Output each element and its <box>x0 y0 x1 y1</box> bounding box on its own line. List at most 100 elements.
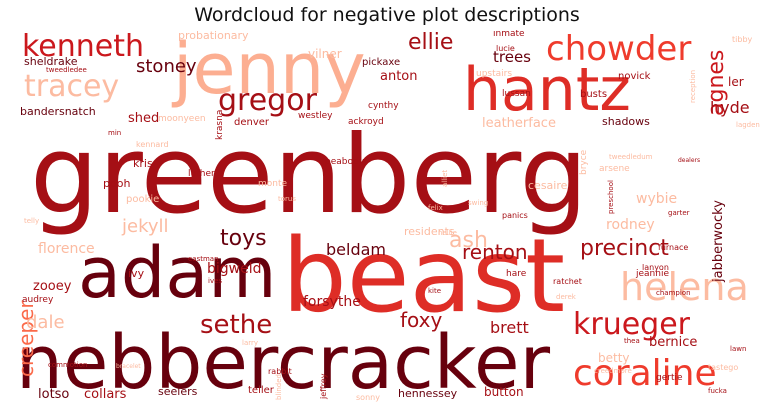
cloud-word: swing <box>468 199 489 207</box>
cloud-word: wybie <box>636 191 678 207</box>
cloud-word: rodney <box>606 217 655 233</box>
cloud-word: bandersnatch <box>20 105 96 118</box>
cloud-word: hennessey <box>398 387 458 400</box>
cloud-word: kite <box>428 287 442 295</box>
cloud-word: krueger <box>573 307 691 342</box>
cloud-word: hyde <box>710 98 750 117</box>
cloud-word: alliet <box>441 169 449 187</box>
cloud-word: beast <box>282 217 566 336</box>
cloud-word: telly <box>24 217 40 225</box>
cloud-word: vilner <box>308 47 342 61</box>
cloud-word: larry <box>242 339 259 347</box>
cloud-word: teller <box>248 385 274 396</box>
cloud-word: button <box>484 385 524 399</box>
cloud-word: monte <box>258 179 288 189</box>
cloud-word: lussan <box>502 89 531 99</box>
cloud-word: cynthy <box>368 101 399 111</box>
cloud-word: tweedledee <box>46 66 87 74</box>
cloud-word: zooey <box>33 279 72 294</box>
cloud-word: shed <box>128 111 160 126</box>
cloud-word: jekyll <box>122 216 169 237</box>
cloud-word: audrey <box>22 295 54 305</box>
cloud-word: renton <box>462 240 528 264</box>
cloud-word: ash <box>449 228 488 253</box>
cloud-word: anton <box>380 69 418 84</box>
wordcloud-canvas: greenberg beast nebbercracker jenny adam hant… <box>8 30 766 406</box>
cloud-word: luther <box>188 169 215 179</box>
cloud-word: kris <box>133 157 153 170</box>
cloud-word: adam <box>78 232 277 314</box>
cloud-word: sonny <box>356 393 380 402</box>
cloud-word: hare <box>506 269 527 279</box>
cloud-word: ivy <box>128 267 145 280</box>
cloud-word: jenny <box>173 30 366 110</box>
cloud-word: probationary <box>178 30 249 42</box>
cloud-word: krasna <box>215 109 225 140</box>
cloud-word: blinded <box>275 374 283 400</box>
cloud-word: westley <box>298 111 333 121</box>
cloud-word: shadows <box>602 115 650 128</box>
cloud-word: ellie <box>408 30 454 55</box>
cloud-word: ives <box>208 277 223 285</box>
cloud-word: coraline <box>573 353 717 394</box>
cloud-word: brett <box>490 318 529 337</box>
cloud-word: toys <box>220 226 267 251</box>
cloud-word: novick <box>618 71 651 82</box>
chart-title: Wordcloud for negative plot descriptions <box>194 4 580 26</box>
cloud-word: dale <box>26 312 65 333</box>
cloud-word: bryce <box>579 149 589 175</box>
cloud-word: furnace <box>658 243 689 252</box>
cloud-word: ratchet <box>553 277 582 286</box>
cloud-word: lanyon <box>642 263 669 272</box>
cloud-word: jeffrey <box>319 373 328 399</box>
cloud-word: tibby <box>732 35 753 44</box>
cloud-word: lagden <box>736 121 760 129</box>
cloud-word: creedmore <box>594 367 632 375</box>
cloud-word: inmate <box>493 30 525 39</box>
cloud-word: leatherface <box>482 116 556 131</box>
cloud-word: champion <box>656 289 691 297</box>
cloud-word: preschool <box>607 180 615 214</box>
cloud-word: felix <box>428 204 443 212</box>
cloud-word: trees <box>493 48 531 66</box>
cloud-word: florence <box>38 241 95 257</box>
cloud-word: chowder <box>546 30 692 69</box>
cloud-word: lotso <box>38 387 70 402</box>
cloud-word: hantz <box>463 55 631 125</box>
cloud-word: dealers <box>678 157 701 164</box>
cloud-word: fucka <box>708 387 727 395</box>
cloud-word: residents <box>404 225 455 238</box>
cloud-word: bernice <box>649 335 698 350</box>
cloud-word: panics <box>502 211 528 220</box>
cloud-word: garter <box>668 209 690 217</box>
cloud-word: upstairs <box>476 69 513 79</box>
cloud-word: denver <box>234 117 270 128</box>
cloud-word: ler <box>728 75 744 89</box>
cloud-word: tracey <box>24 69 120 104</box>
cloud-word: peabody <box>325 157 365 167</box>
cloud-word: pookie <box>126 194 160 205</box>
cloud-word: tastego <box>708 363 739 372</box>
cloud-word: lawn <box>730 345 747 353</box>
cloud-word: torus <box>278 195 296 203</box>
cloud-word: arsene <box>599 164 630 174</box>
cloud-word: gertie <box>656 373 683 383</box>
cloud-word: ackroyd <box>348 117 384 127</box>
cloud-word: nebbercracker <box>16 320 551 406</box>
cloud-word: pooh <box>103 177 131 190</box>
cloud-word: helena <box>620 265 749 309</box>
cloud-word: sheldrake <box>24 55 78 68</box>
cloud-word: jabberwocky <box>711 200 726 282</box>
cloud-word: beldam <box>326 240 386 259</box>
cloud-word: sethe <box>200 310 273 340</box>
cloud-word: collars <box>84 387 127 402</box>
cloud-word: lucie <box>496 44 515 53</box>
cloud-word: commotion <box>48 361 88 369</box>
cloud-word: foxy <box>400 308 443 332</box>
cloud-word: kenneth <box>22 30 145 64</box>
cloud-word: kennard <box>136 140 169 149</box>
cloud-word: greenberg <box>30 113 588 238</box>
cloud-word: min <box>108 129 122 137</box>
cloud-word: bracelet <box>116 363 141 370</box>
